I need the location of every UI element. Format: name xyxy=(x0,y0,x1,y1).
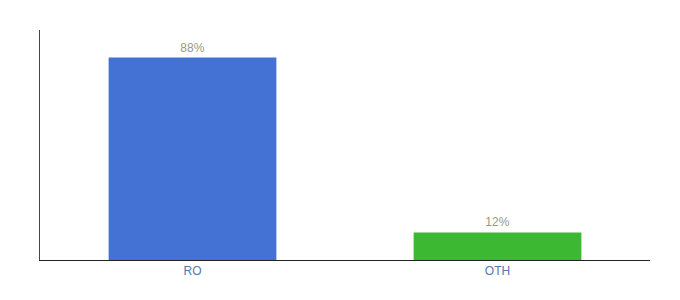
svg-text:12%: 12% xyxy=(485,215,509,229)
svg-text:OTH: OTH xyxy=(485,264,510,278)
svg-text:88%: 88% xyxy=(180,41,204,55)
svg-text:RO: RO xyxy=(184,264,202,278)
